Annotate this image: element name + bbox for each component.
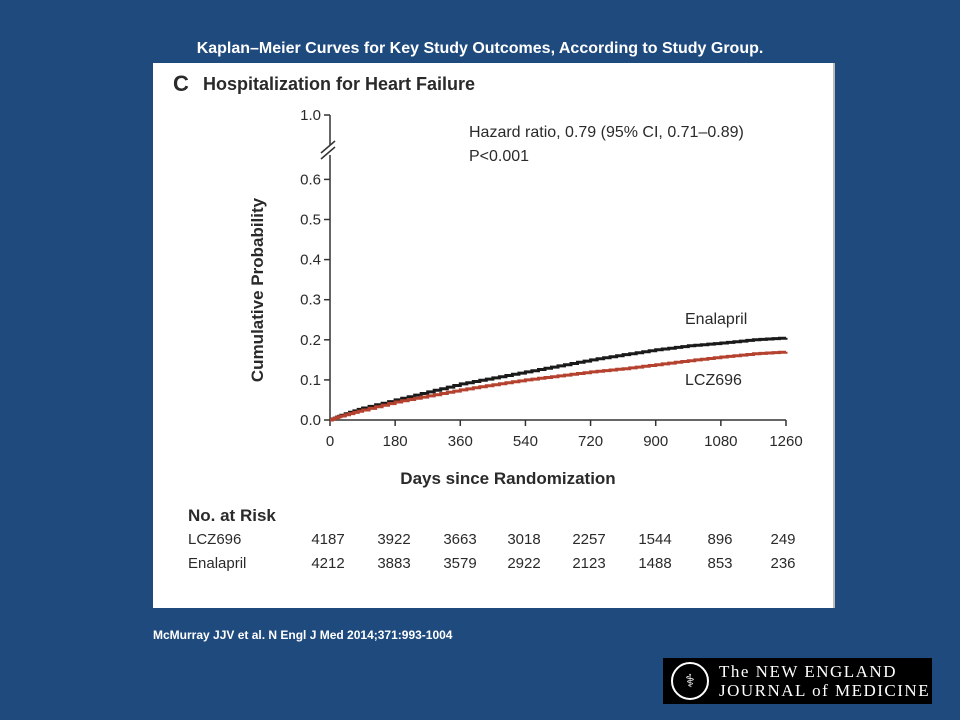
slide-title: Kaplan–Meier Curves for Key Study Outcom… [196,40,764,57]
risk-cell: 3922 [377,531,410,548]
risk-cell: 4187 [311,531,344,548]
risk-cell: 3663 [443,531,476,548]
x-tick-label: 540 [513,433,538,450]
x-tick-label: 0 [326,433,334,450]
risk-row-label: LCZ696 [188,531,241,548]
y-tick-label: 0.4 [300,252,321,269]
nejm-line2: JOURNAL of MEDICINE [719,681,931,700]
x-tick-label: 900 [643,433,668,450]
risk-table-title: No. at Risk [188,506,276,525]
citation: McMurray JJV et al. N Engl J Med 2014;37… [153,628,453,642]
y-tick-label: 0.0 [300,412,321,429]
y-tick-label: 0.2 [300,332,321,349]
risk-cell: 236 [770,555,795,572]
chart-title: Hospitalization for Heart Failure [203,74,475,94]
y-axis-label: Cumulative Probability [248,197,267,382]
series-label-lcz696: LCZ696 [685,372,742,389]
nejm-seal-icon: ⚕ [671,662,709,700]
y-tick-label: 0.6 [300,171,321,188]
risk-cell: 3883 [377,555,410,572]
x-axis-label: Days since Randomization [400,469,615,488]
panel-letter: C [173,71,189,96]
x-tick-label: 360 [448,433,473,450]
risk-cell: 1544 [638,531,671,548]
risk-cell: 2123 [572,555,605,572]
x-tick-label: 1080 [704,433,737,450]
y-tick-label: 0.3 [300,292,321,309]
axes: 1.0 0.0 0.1 0.2 0.3 0.4 0.5 0.6 0 180 360 540 720 900… [300,107,803,450]
risk-cell: 249 [770,531,795,548]
y-tick-label: 1.0 [300,107,321,124]
risk-cell: 853 [707,555,732,572]
x-tick-label: 1260 [769,433,802,450]
axis-break-mark [320,146,336,160]
nejm-logo: ⚕ The NEW ENGLAND JOURNAL of MEDICINE [663,658,932,704]
risk-cell: 3018 [507,531,540,548]
curve-lcz696 [330,350,788,422]
risk-cell: 1488 [638,555,671,572]
series-label-enalapril: Enalapril [685,311,747,328]
nejm-wordmark: The NEW ENGLAND JOURNAL of MEDICINE [719,662,930,700]
y-tick-label: 0.5 [300,212,321,229]
series-lines: Enalapril LCZ696 [330,311,788,422]
chart-panel: C Hospitalization for Heart Failure Haza… [153,63,835,608]
km-chart: C Hospitalization for Heart Failure Haza… [173,71,803,572]
p-value-text: P<0.001 [469,148,529,165]
axis-break-mark [320,140,336,154]
risk-cell: 3579 [443,555,476,572]
risk-table: LCZ696 4187 3922 3663 3018 2257 1544 896 249 Enal… [188,531,796,572]
x-tick-label: 720 [578,433,603,450]
risk-row-label: Enalapril [188,555,246,572]
risk-cell: 2257 [572,531,605,548]
risk-cell: 896 [707,531,732,548]
risk-cell: 2922 [507,555,540,572]
x-tick-label: 180 [383,433,408,450]
nejm-line1: The NEW ENGLAND [719,662,897,681]
hazard-ratio-text: Hazard ratio, 0.79 (95% CI, 0.71–0.89) [469,124,744,141]
risk-cell: 4212 [311,555,344,572]
y-tick-label: 0.1 [300,372,321,389]
